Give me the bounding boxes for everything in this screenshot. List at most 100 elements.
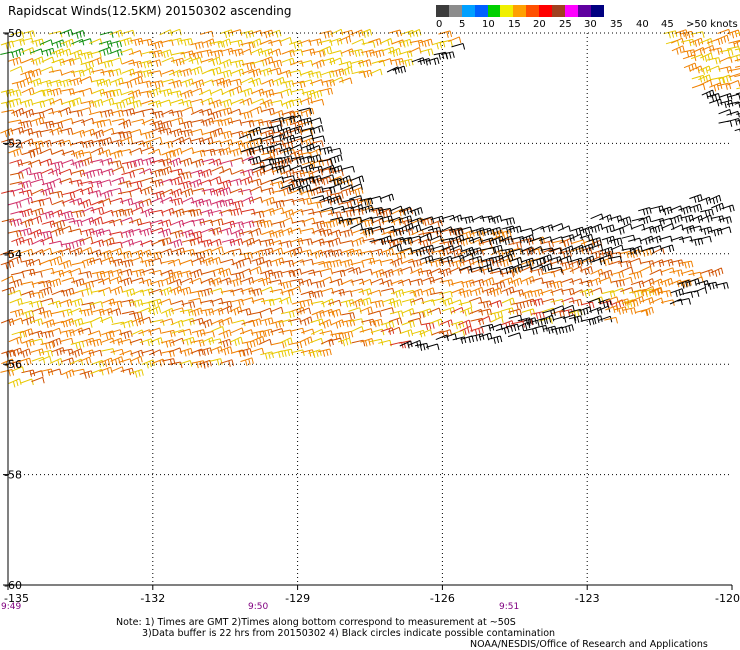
- wind-barb: [138, 80, 152, 88]
- wind-barb: [109, 285, 124, 296]
- wind-barb: [260, 29, 274, 39]
- wind-barb: [717, 226, 732, 234]
- wind-barb: [320, 249, 334, 258]
- wind-barb: [340, 279, 354, 286]
- wind-barb: [728, 54, 740, 62]
- wind-barb: [717, 28, 731, 36]
- wind-barb: [119, 198, 134, 206]
- wind-barb: [290, 208, 304, 216]
- wind-barb: [158, 127, 172, 136]
- wind-barb: [380, 239, 395, 247]
- wind-barb: [98, 179, 112, 186]
- wind-barb: [239, 176, 253, 186]
- wind-barb: [359, 227, 374, 236]
- wind-barb: [728, 39, 740, 49]
- wind-barb: [110, 208, 125, 218]
- wind-barb: [298, 238, 313, 246]
- wind-barb: [270, 176, 285, 183]
- wind-barb: [319, 276, 333, 284]
- wind-barb: [118, 190, 132, 198]
- wind-barb: [218, 329, 232, 339]
- wind-barb: [118, 130, 133, 139]
- wind-barb: [420, 255, 434, 264]
- wind-barb: [58, 269, 73, 277]
- wind-barb: [228, 178, 242, 186]
- wind-barb: [298, 39, 312, 46]
- wind-barb: [458, 289, 472, 298]
- wind-barb: [7, 98, 22, 106]
- wind-barb: [120, 90, 135, 98]
- wind-barb: [231, 259, 245, 269]
- wind-barb: [451, 234, 465, 244]
- wind-barb: [521, 275, 535, 286]
- wind-barb: [99, 157, 113, 166]
- wind-barb: [60, 318, 75, 328]
- wind-barb: [330, 28, 344, 36]
- wind-barb: [277, 280, 292, 290]
- wind-barb: [8, 201, 22, 209]
- wind-barb: [509, 256, 523, 265]
- wind-barb: [708, 194, 722, 205]
- lon-label: -129: [285, 592, 310, 605]
- wind-barb: [708, 227, 723, 237]
- wind-barb: [19, 196, 34, 205]
- wind-barb: [78, 356, 92, 365]
- wind-barb: [319, 87, 333, 96]
- wind-barb: [247, 155, 262, 165]
- wind-barb: [0, 318, 15, 327]
- wind-barb: [60, 88, 75, 96]
- wind-barb: [271, 220, 286, 229]
- wind-barb: [11, 80, 26, 89]
- wind-barb: [61, 329, 75, 338]
- wind-barb: [301, 107, 315, 118]
- wind-barb: [151, 190, 165, 200]
- wind-barb: [379, 38, 393, 47]
- wind-barb: [109, 276, 123, 285]
- wind-barb: [299, 298, 313, 307]
- wind-barb: [718, 216, 732, 224]
- wind-barb: [319, 30, 333, 39]
- wind-barb: [230, 59, 245, 68]
- wind-barb: [161, 56, 175, 64]
- wind-barb: [310, 300, 325, 308]
- wind-barb: [70, 290, 84, 297]
- wind-barb: [228, 208, 243, 217]
- colorbar-label: 35: [610, 19, 623, 30]
- wind-barb: [308, 349, 322, 359]
- wind-barb: [339, 259, 354, 268]
- wind-barb: [149, 288, 163, 296]
- wind-barb: [310, 98, 325, 106]
- wind-barb: [409, 217, 423, 226]
- wind-barb: [368, 289, 382, 297]
- wind-barb: [177, 286, 192, 296]
- wind-barb: [51, 39, 65, 49]
- wind-barb: [280, 217, 294, 224]
- wind-barb: [269, 270, 283, 279]
- wind-barb: [47, 278, 62, 288]
- wind-barb: [280, 310, 295, 319]
- wind-barb: [98, 46, 112, 56]
- wind-barb: [99, 59, 114, 69]
- wind-barb: [240, 297, 255, 304]
- time-label: 9:49: [1, 602, 22, 612]
- wind-barb: [40, 330, 54, 339]
- wind-barb: [108, 329, 123, 336]
- wind-barb: [450, 280, 465, 288]
- wind-barb: [288, 341, 303, 349]
- wind-barb: [201, 270, 216, 278]
- wind-barb: [70, 69, 85, 77]
- wind-barb: [228, 248, 242, 256]
- wind-barb: [108, 160, 122, 168]
- wind-barb: [18, 227, 33, 237]
- wind-barb: [350, 175, 365, 184]
- colorbar-label: 30: [584, 19, 597, 30]
- wind-barb: [201, 130, 216, 139]
- wind-barb: [679, 260, 694, 269]
- wind-barb: [540, 247, 555, 255]
- colorbar-segment: [590, 5, 604, 17]
- wind-barb: [181, 301, 196, 309]
- wind-barb: [241, 208, 256, 216]
- wind-barb: [680, 38, 695, 47]
- wind-barb: [168, 361, 183, 369]
- wind-barb: [529, 288, 544, 298]
